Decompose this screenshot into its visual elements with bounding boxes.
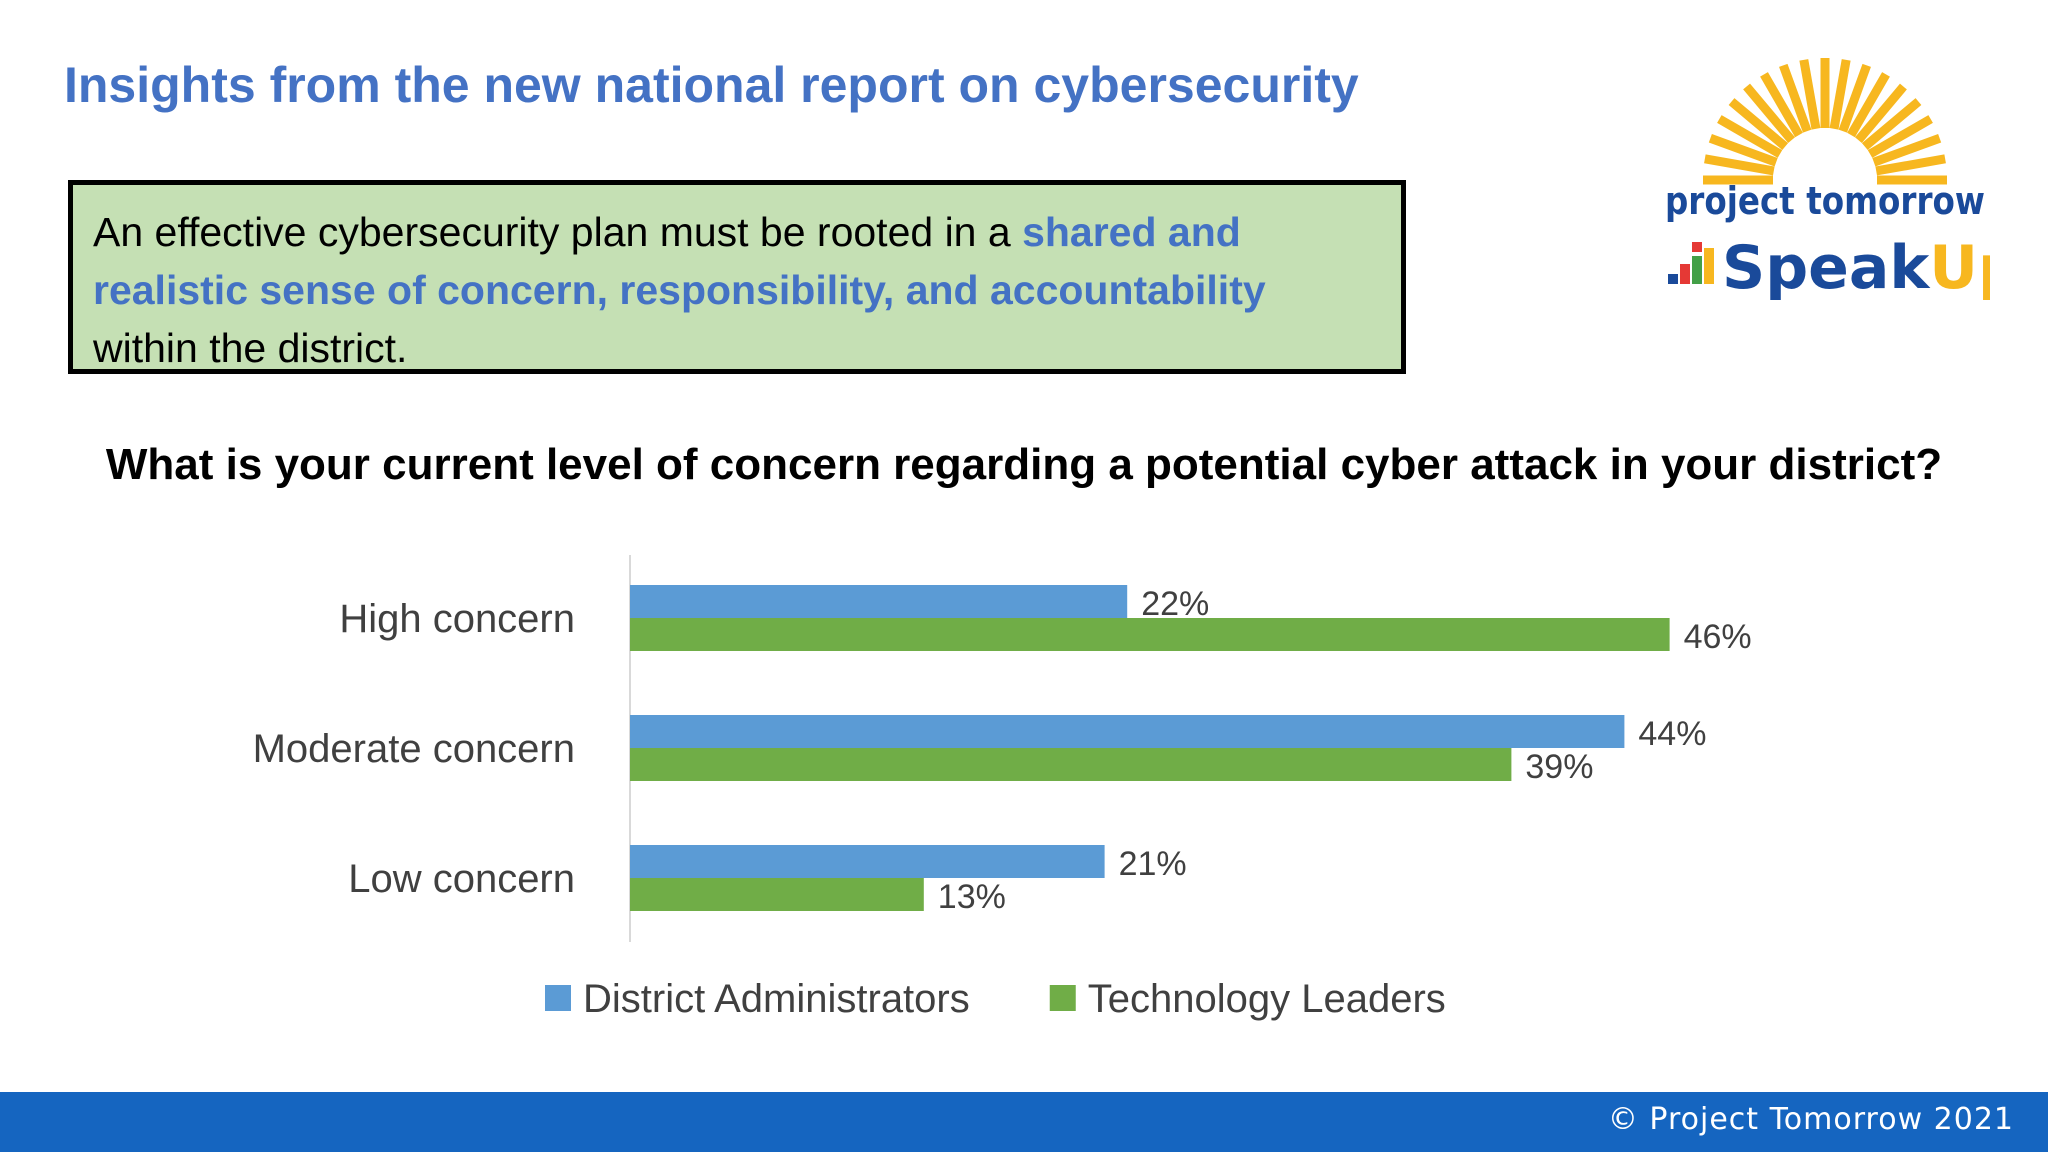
category-label: Low concern [348,857,575,901]
legend-swatch [545,985,571,1011]
bar [630,618,1670,651]
project-tomorrow-speakup-logo: project tomorrow SpeakUp [1665,58,1990,300]
category-label: High concern [339,597,575,641]
logo-speak: Speak [1722,233,1931,300]
legend-swatch [1049,985,1076,1011]
logo-bars-icon [1668,242,1714,284]
sun-ray [1872,134,1942,167]
data-label: 44% [1638,715,1706,753]
sun-ray [1861,98,1922,151]
copyright-text: © Project Tomorrow 2021 [1607,1102,2014,1137]
sun-ray [1728,98,1789,151]
callout-box: An effective cybersecurity plan must be … [68,180,1406,374]
bar [630,748,1512,781]
sun-ray [1875,154,1946,176]
data-label: 13% [938,878,1006,916]
sun-ray [1847,72,1890,138]
sun-rays-icon [1703,58,1947,185]
sun-ray [1779,63,1812,133]
legend-entry: District Administrators [583,977,970,1021]
data-label: 46% [1684,618,1752,656]
sun-ray [1760,72,1803,138]
chart-title: What is your current level of concern re… [105,440,1943,489]
data-label: 39% [1525,748,1593,786]
callout-text-end: within the district. [93,325,408,371]
bar-chart: High concern 22% 46% Moderate concern 44% 39%… [253,555,1752,1021]
footer-bar: © Project Tomorrow 2021 [0,1092,2048,1152]
callout-highlight: shared and realistic sense of concern, r… [93,209,1266,313]
callout-text-start: An effective cybersecurity plan must be … [93,209,1023,255]
sun-ray [1838,63,1871,133]
bar [630,585,1128,618]
bar [630,845,1105,878]
slide-title: Insights from the new national report on… [64,57,1359,113]
sun-ray [1854,83,1907,144]
logo-up: Up [1929,233,1990,300]
sun-ray [1717,115,1783,158]
bar [630,715,1625,748]
data-label: 22% [1141,585,1209,623]
logo-line1: project tomorrow [1665,179,1985,223]
sun-ray [1704,154,1775,176]
category-label: Moderate concern [253,727,575,771]
data-label: 21% [1119,845,1187,883]
sun-ray [1799,59,1821,130]
sun-ray [1867,115,1933,158]
sun-ray [1829,59,1851,130]
sun-ray [1743,83,1796,144]
svg-text:SpeakUp: SpeakUp [1722,233,1990,300]
legend-entry: Technology Leaders [1088,977,1446,1021]
bar [630,878,924,911]
sun-ray [1708,134,1778,167]
